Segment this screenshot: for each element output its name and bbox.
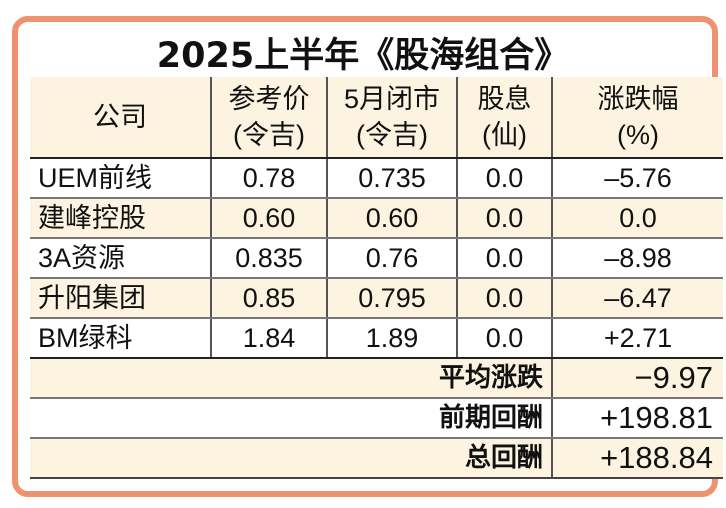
summary-label: 平均涨跌 bbox=[30, 358, 552, 399]
cell-dividend: 0.0 bbox=[456, 158, 552, 199]
page-title: 2025上半年《股海组合》 bbox=[156, 36, 570, 76]
cell-company: UEM前线 bbox=[30, 158, 211, 199]
cell-ref-price: 1.84 bbox=[210, 318, 327, 359]
cell-dividend: 0.0 bbox=[456, 318, 552, 359]
cell-dividend: 0.0 bbox=[456, 198, 552, 239]
cell-company: 建峰控股 bbox=[30, 198, 211, 239]
summary-row-average-change: 平均涨跌 −9.97 bbox=[30, 358, 723, 399]
portfolio-table: 公司 参考价 (令吉) 5月闭市 (令吉) 股息 (仙) 涨跌幅 (%) UEM… bbox=[30, 77, 723, 479]
cell-change-pct: –6.47 bbox=[551, 278, 723, 319]
summary-value: +198.81 bbox=[551, 398, 723, 439]
cell-ref-price: 0.60 bbox=[210, 198, 327, 239]
cell-change-pct: +2.71 bbox=[551, 318, 723, 359]
table-row: UEM前线 0.78 0.735 0.0 –5.76 bbox=[30, 158, 723, 199]
table-row: 升阳集团 0.85 0.795 0.0 –6.47 bbox=[30, 278, 723, 319]
cell-change-pct: –5.76 bbox=[551, 158, 723, 199]
header-may-close-label: 5月闭市 bbox=[343, 84, 441, 114]
table-row: 建峰控股 0.60 0.60 0.0 0.0 bbox=[30, 198, 723, 239]
header-change-pct: 涨跌幅 (%) bbox=[551, 77, 723, 159]
header-change-pct-unit: (%) bbox=[617, 120, 659, 150]
cell-ref-price: 0.85 bbox=[210, 278, 327, 319]
table-header-row: 公司 参考价 (令吉) 5月闭市 (令吉) 股息 (仙) 涨跌幅 (%) bbox=[30, 77, 723, 159]
cell-change-pct: –8.98 bbox=[551, 238, 723, 279]
header-dividend-label: 股息 bbox=[477, 84, 532, 114]
header-ref-price: 参考价 (令吉) bbox=[210, 77, 327, 159]
header-company-label: 公司 bbox=[93, 102, 147, 132]
cell-may-close: 0.60 bbox=[326, 198, 457, 239]
header-ref-price-unit: (令吉) bbox=[233, 120, 305, 150]
header-dividend-unit: (仙) bbox=[482, 120, 527, 150]
summary-value: +188.84 bbox=[551, 438, 723, 479]
header-company: 公司 bbox=[30, 77, 211, 159]
summary-row-total-return: 总回酬 +188.84 bbox=[30, 438, 723, 479]
cell-ref-price: 0.78 bbox=[210, 158, 327, 199]
summary-label: 总回酬 bbox=[30, 438, 552, 479]
table-row: BM绿科 1.84 1.89 0.0 +2.71 bbox=[30, 318, 723, 359]
header-ref-price-label: 参考价 bbox=[228, 84, 310, 114]
cell-may-close: 1.89 bbox=[326, 318, 457, 359]
header-may-close: 5月闭市 (令吉) bbox=[326, 77, 457, 159]
cell-may-close: 0.735 bbox=[326, 158, 457, 199]
cell-ref-price: 0.835 bbox=[210, 238, 327, 279]
header-change-pct-label: 涨跌幅 bbox=[597, 84, 679, 114]
header-dividend: 股息 (仙) bbox=[456, 77, 552, 159]
cell-may-close: 0.76 bbox=[326, 238, 457, 279]
cell-company: 升阳集团 bbox=[30, 278, 211, 319]
cell-company: BM绿科 bbox=[30, 318, 211, 359]
summary-label: 前期回酬 bbox=[30, 398, 552, 439]
header-may-close-unit: (令吉) bbox=[356, 120, 428, 150]
cell-dividend: 0.0 bbox=[456, 238, 552, 279]
cell-company: 3A资源 bbox=[30, 238, 211, 279]
table-row: 3A资源 0.835 0.76 0.0 –8.98 bbox=[30, 238, 723, 279]
summary-value: −9.97 bbox=[551, 358, 723, 399]
cell-change-pct: 0.0 bbox=[551, 198, 723, 239]
summary-row-prior-return: 前期回酬 +198.81 bbox=[30, 398, 723, 439]
cell-may-close: 0.795 bbox=[326, 278, 457, 319]
cell-dividend: 0.0 bbox=[456, 278, 552, 319]
